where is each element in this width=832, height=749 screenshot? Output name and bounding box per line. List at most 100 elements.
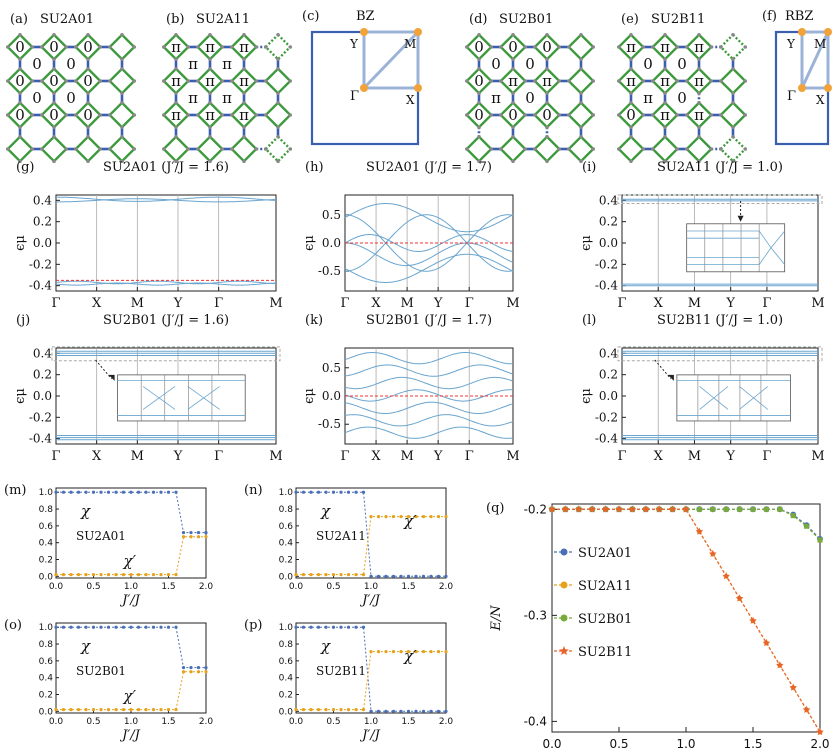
x-axis-label: J′/J: [119, 593, 141, 608]
flux-label: 0: [32, 55, 42, 73]
panel-title: BZ: [356, 9, 375, 24]
k-tick-label: X: [371, 449, 381, 464]
chi-point: [354, 625, 358, 629]
band-curve: [344, 376, 514, 390]
chip-point: [129, 573, 133, 577]
panel-tag: (e): [621, 12, 639, 27]
chi-point: [121, 490, 126, 494]
zoom-box: [51, 346, 281, 362]
band-panel-3: (j) SU2B01 (J′/J = 1.6) Γ X M Y Γ M 0.4 0.2 0.0 -0.…: [13, 313, 283, 464]
data-point-su2b11: [601, 505, 610, 513]
plaquette-diamond: [719, 135, 747, 163]
site-dot: [86, 100, 90, 105]
site-dot: [684, 147, 689, 151]
chi-point: [144, 490, 148, 494]
site-dot: [229, 113, 234, 117]
plaquette-diamond: [533, 135, 561, 163]
panel-title: SU2B01: [499, 12, 553, 27]
site-dot: [731, 100, 735, 105]
site-dot: [186, 147, 191, 151]
flux-label: 0: [15, 72, 25, 90]
gamma-label: Γ: [350, 89, 359, 104]
site-dot: [5, 113, 10, 117]
site-dot: [107, 45, 112, 49]
y-tick-label: 0.4: [599, 193, 618, 207]
y-tick-label: 0.6: [39, 657, 54, 667]
site-dot: [5, 79, 10, 83]
chi-point: [301, 490, 306, 494]
site-dot: [242, 159, 246, 164]
site-dot: [616, 147, 621, 151]
site-dot: [591, 147, 596, 151]
k-tick-label: Y: [433, 449, 443, 464]
plaquette-diamond: [499, 135, 527, 163]
site-dot: [254, 113, 259, 117]
chi-point: [204, 665, 208, 670]
x-tick-label: 1.0: [124, 582, 139, 592]
legend-marker: [560, 614, 568, 622]
site-dot: [477, 66, 481, 71]
site-dot: [39, 45, 44, 49]
chi-point: [76, 490, 81, 494]
data-point-su2b11: [561, 505, 570, 513]
chi-point: [196, 665, 201, 670]
site-dot: [5, 147, 10, 151]
chip-point: [436, 514, 441, 519]
y-tick-label: 0.0: [599, 389, 618, 403]
site-dot: [629, 100, 633, 105]
site-dot: [579, 57, 583, 62]
site-dot: [511, 125, 515, 130]
chi-point: [174, 625, 178, 629]
data-point-su2b11: [749, 616, 757, 624]
chi-point: [331, 490, 336, 494]
site-dot: [498, 147, 503, 151]
site-dot: [288, 45, 293, 49]
site-dot: [477, 100, 481, 105]
x-tick-label: 1.5: [401, 717, 415, 727]
inset-frame: [676, 374, 791, 422]
site-dot: [511, 134, 515, 139]
band-curve: [344, 352, 513, 365]
site-dot: [579, 159, 583, 164]
site-dot: [254, 45, 259, 49]
high-symmetry-point: [414, 28, 422, 36]
chi-point: [54, 490, 58, 494]
site-dot: [663, 159, 667, 164]
plaquette-diamond: [567, 101, 595, 129]
y-axis-label: ϵμ: [302, 235, 317, 251]
y-tick-label: 0.0: [33, 389, 52, 403]
data-point-su2b11: [548, 505, 556, 513]
chi-point: [294, 490, 298, 494]
site-dot: [52, 159, 56, 164]
chi-point: [129, 490, 133, 494]
site-dot: [743, 79, 748, 83]
chi-point: [166, 490, 171, 494]
panel-title: SU2B11 (J′/J = 1.0): [657, 313, 783, 328]
arrow-head: [108, 374, 115, 381]
x-tick-label: 1.0: [676, 737, 695, 749]
panel-title: SU2A01 (J′/J = 1.7): [366, 160, 492, 175]
panel-tag: (k): [305, 313, 323, 328]
site-dot: [276, 125, 280, 130]
chi-series: [296, 626, 446, 712]
data-point-su2b11: [816, 728, 824, 736]
plaquette-diamond: [719, 67, 747, 95]
data-point-su2b11: [735, 594, 744, 602]
y-tick-label: 0.2: [599, 368, 618, 382]
plaquette-diamond: [108, 67, 136, 95]
site-dot: [566, 113, 571, 117]
chip-point: [129, 708, 133, 712]
site-dot: [532, 113, 537, 117]
y-tick-label: 0.2: [39, 555, 53, 565]
y-tick-label: 0.5: [322, 361, 341, 375]
x-axis-label: J′/J: [119, 728, 141, 743]
site-dot: [5, 45, 10, 49]
site-dot: [288, 147, 293, 151]
site-dot: [489, 45, 494, 49]
site-dot: [532, 147, 537, 151]
data-point-su2b01: [696, 506, 702, 512]
plaquette-diamond: [264, 33, 292, 61]
k-tick-label: M: [811, 296, 824, 311]
energy-chart: (q)0.00.51.01.52.0-0.2-0.3-0.4J′/JE/NSU2…: [486, 501, 830, 749]
chi-point: [159, 625, 163, 629]
